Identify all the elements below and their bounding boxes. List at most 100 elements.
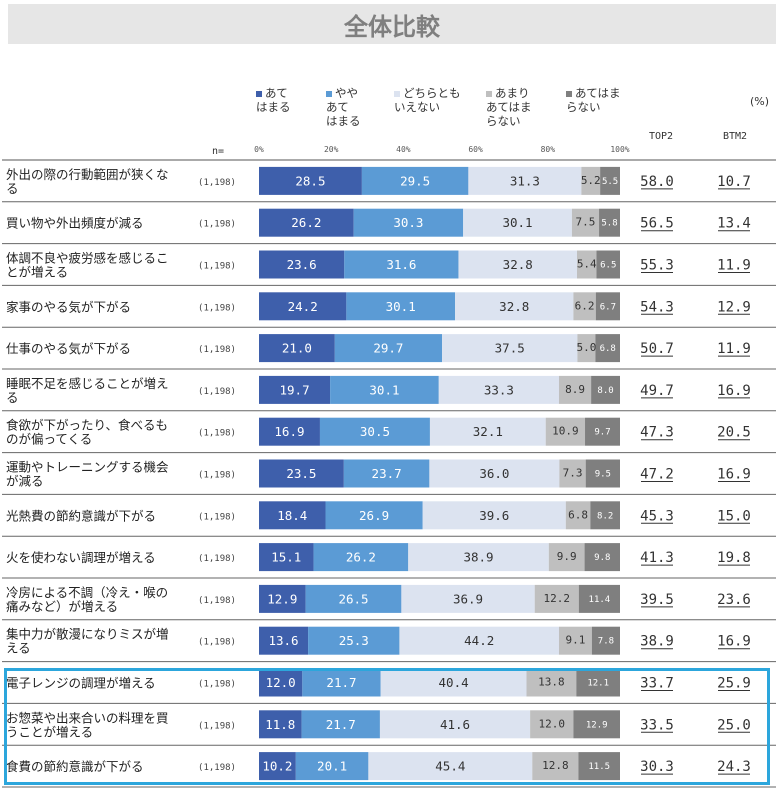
bar-segment [581,166,601,195]
bar-segment [295,752,369,781]
bar-segment [530,710,574,739]
data-label: 30.1 [386,299,416,314]
top2-value: 47.2 [640,467,674,483]
category-label: 運動やトレーニングする機会が減る [6,460,169,489]
top2-value: 45.3 [640,508,674,524]
legend-label: やや あて はまる [326,86,361,128]
data-label: 24.2 [288,299,318,314]
data-label: 12.8 [542,759,569,772]
bar-segment [468,166,582,195]
data-label: 30.1 [369,382,399,397]
n-value: (1,198) [198,262,236,272]
bar-segment [319,417,430,446]
data-label: 20.1 [317,759,347,774]
data-label: 41.6 [440,717,470,732]
top2-value: 41.3 [640,550,674,566]
legend-swatch [326,90,332,97]
data-label: 32.1 [473,424,503,439]
data-label: 25.3 [339,633,369,648]
data-label: 6.7 [600,302,616,312]
data-label: 30.5 [360,424,390,439]
bar-segment [259,459,344,488]
n-value: (1,198) [198,680,236,690]
bar-segment [463,208,572,237]
data-label: 36.0 [479,466,509,481]
data-label: 12.9 [586,720,608,730]
data-label: 6.2 [575,299,595,312]
data-label: 26.9 [359,508,389,523]
bar-segment [590,501,620,530]
top2-value: 33.5 [640,717,674,733]
top2-value: 30.3 [640,759,674,775]
bar-segment [308,626,400,655]
bar-segment [343,459,430,488]
btm2-value: 25.0 [717,717,751,733]
data-label: 9.5 [595,470,611,480]
data-label: 30.1 [502,215,532,230]
top2-value: 39.5 [640,592,674,608]
bar-segment [399,626,559,655]
bar-segment [455,292,574,321]
bar-segment [526,668,577,697]
bar-segment [259,292,347,321]
data-label: 9.8 [594,553,610,563]
bar-segment [259,375,331,404]
data-label: 29.7 [373,341,403,356]
data-label: 12.0 [266,675,296,690]
data-label: 8.9 [565,383,585,396]
bar-segment [558,626,592,655]
bar-segment [600,166,620,195]
data-label: 23.6 [287,257,317,272]
bar-segment [401,584,535,613]
bar-segment [458,250,577,279]
bar-segment [259,166,362,195]
data-label: 9.7 [594,428,610,438]
data-label: 8.0 [597,386,613,396]
btm2-value: 15.0 [717,508,751,524]
data-label: 6.8 [568,508,588,521]
btm2-value: 16.9 [717,467,751,483]
data-label: 21.7 [326,675,356,690]
n-value: (1,198) [198,303,236,313]
legend-item-atehamaranai: あてはま らない [566,86,621,114]
bar-segment [259,668,303,697]
x-tick-label: 40% [396,145,411,154]
bar-segment [577,334,596,363]
legend-swatch [256,90,262,97]
bar-segment [259,417,320,446]
bar-segment [334,334,443,363]
data-label: 21.7 [326,717,356,732]
legend-item-dochiratomo: どちらとも いえない [394,86,461,114]
category-label: 冷房による不調（冷え・喉の痛みなど）が増える [6,585,168,614]
data-label: 9.1 [565,634,585,647]
btm2-value: 10.7 [717,174,751,190]
bar-segment [344,250,459,279]
category-label: 睡眠不足を感じることが増える [6,376,169,405]
bar-segment [585,459,620,488]
x-tick-label: 100% [610,145,629,154]
data-label: 12.2 [544,592,571,605]
top2-value: 33.7 [640,676,674,692]
category-label: 集中力が散漫になりミスが増える [6,627,169,656]
n-value: (1,198) [198,596,236,606]
bar-segment [368,752,533,781]
category-label: お惣菜や出来合いの料理を買うことが増える [6,710,169,739]
bar-segment [595,292,620,321]
bar-segment [573,710,620,739]
data-label: 26.2 [291,215,321,230]
top2-value: 47.3 [640,425,674,441]
bar-segment [578,752,620,781]
btm2-value: 23.6 [717,592,751,608]
data-label: 30.3 [393,215,423,230]
top2-value: 56.5 [640,216,674,232]
data-label: 15.1 [271,550,301,565]
btm2-value: 16.9 [717,383,751,399]
category-label: 火を使わない調理が増える [6,550,156,565]
n-value: (1,198) [198,471,236,481]
n-value: (1,198) [198,512,236,522]
data-label: 9.9 [557,550,577,563]
bar-segment [301,710,380,739]
data-label: 39.6 [479,508,509,523]
top2-value: 49.7 [640,383,674,399]
legend-label: どちらとも いえない [394,86,461,114]
